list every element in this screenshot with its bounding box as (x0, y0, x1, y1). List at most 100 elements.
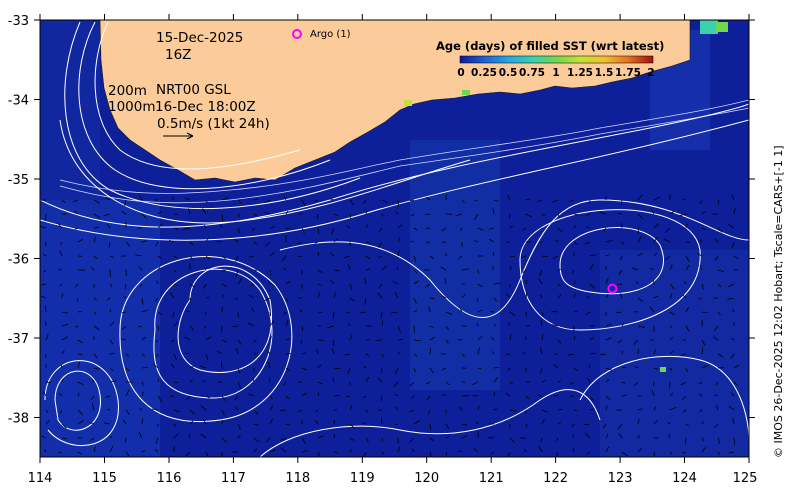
velocity-arrow (620, 199, 623, 207)
product-label: NRT00 GSL (156, 82, 231, 98)
velocity-arrow (637, 252, 644, 257)
velocity-arrow (105, 395, 111, 398)
velocity-arrow (665, 255, 671, 261)
velocity-arrow (189, 283, 195, 288)
velocity-arrow (90, 266, 95, 271)
velocity-arrow (685, 325, 690, 332)
velocity-arrow (717, 353, 724, 358)
velocity-arrow (539, 269, 543, 277)
velocity-arrow (573, 311, 578, 313)
velocity-arrow (649, 306, 655, 313)
velocity-arrow (363, 451, 367, 457)
velocity-arrow (173, 409, 180, 413)
velocity-arrow (509, 381, 513, 384)
velocity-arrow (621, 394, 627, 397)
x-tick-labels: 114 115 116 117 118 119 120 121 122 123 … (28, 471, 758, 486)
velocity-arrow (731, 241, 735, 249)
velocity-arrow (551, 199, 559, 203)
velocity-arrow (621, 350, 624, 355)
velocity-arrow (91, 378, 95, 383)
velocity-arrow (168, 239, 175, 243)
velocity-arrow (733, 364, 740, 369)
argo-float-marker[interactable] (607, 283, 618, 294)
velocity-arrow (185, 197, 191, 201)
velocity-arrow (377, 377, 383, 383)
velocity-arrow (525, 279, 528, 285)
velocity-arrow (456, 213, 463, 217)
velocity-arrow (267, 281, 271, 285)
velocity-arrow (248, 255, 255, 258)
velocity-arrow (285, 338, 290, 341)
depth-1000-label: 1000m (108, 99, 156, 115)
velocity-arrow (679, 213, 687, 217)
velocity-arrow (141, 450, 146, 453)
velocity-arrow (589, 263, 594, 271)
velocity-arrow (717, 227, 723, 233)
velocity-arrow (397, 224, 403, 229)
velocity-arrow (141, 381, 144, 386)
velocity-arrow (540, 294, 543, 299)
velocity-arrow (445, 436, 449, 439)
velocity-arrow (109, 445, 114, 453)
velocity-arrow (347, 367, 351, 374)
x-tick-label: 125 (733, 471, 758, 486)
velocity-arrow (620, 255, 623, 261)
velocity-arrow (727, 224, 735, 229)
velocity-arrow (636, 280, 639, 285)
velocity-arrow (74, 227, 79, 230)
velocity-arrow (493, 297, 498, 302)
velocity-arrow (701, 283, 704, 290)
velocity-arrow (173, 432, 179, 439)
velocity-arrow (557, 227, 563, 233)
velocity-arrow (235, 407, 239, 411)
velocity-arrow (205, 297, 210, 299)
velocity-arrow (637, 325, 645, 328)
velocity-arrow (442, 295, 447, 299)
velocity-arrow (408, 437, 415, 443)
credit-text: © IMOS 26-Dec-2025 12:02 Hobart; Tscale=… (772, 145, 785, 458)
velocity-arrow (109, 308, 112, 313)
velocity-arrow (314, 199, 319, 202)
velocity-arrow (712, 336, 719, 341)
velocity-arrow (234, 297, 239, 301)
velocity-arrow (109, 435, 113, 439)
velocity-arrow (573, 335, 576, 341)
velocity-arrow (349, 199, 354, 206)
velocity-arrow (573, 241, 578, 245)
velocity-arrow (317, 311, 322, 313)
velocity-arrow (669, 283, 675, 289)
velocity-arrow (317, 381, 324, 385)
velocity-arrow (138, 325, 143, 328)
velocity-arrow (93, 255, 98, 260)
velocity-arrow (605, 324, 612, 327)
colorbar (459, 55, 654, 64)
velocity-arrow (413, 255, 417, 262)
velocity-arrow (621, 381, 626, 384)
velocity-arrow (280, 437, 287, 441)
velocity-arrow (637, 297, 644, 302)
velocity-arrow (346, 311, 351, 314)
velocity-arrow (556, 437, 559, 442)
velocity-arrow (538, 445, 543, 453)
velocity-arrow (525, 198, 531, 201)
velocity-arrow (315, 409, 319, 413)
velocity-arrow (173, 213, 178, 215)
velocity-arrow (392, 280, 399, 285)
velocity-arrow (109, 283, 113, 288)
velocity-arrow (157, 311, 162, 315)
velocity-arrow (77, 381, 84, 386)
velocity-arrow (520, 255, 527, 259)
velocity-arrow (459, 306, 463, 313)
depth-200-label: 200m (108, 83, 147, 99)
velocity-arrow (124, 283, 127, 289)
velocity-arrow (394, 423, 399, 425)
velocity-arrow (588, 364, 591, 369)
velocity-arrow (664, 227, 671, 233)
velocity-arrow (89, 437, 95, 441)
velocity-arrow (637, 235, 643, 243)
velocity-arrow (509, 265, 512, 271)
velocity-arrow (618, 269, 623, 276)
velocity-arrow (573, 293, 576, 299)
velocity-arrow (121, 311, 127, 314)
velocity-arrow (253, 339, 257, 343)
